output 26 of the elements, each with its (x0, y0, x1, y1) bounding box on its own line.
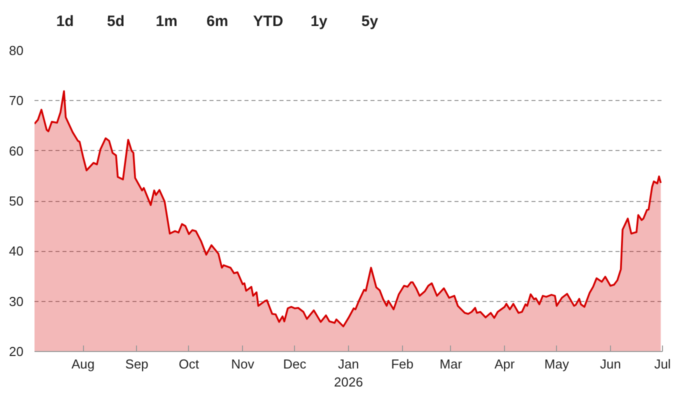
y-tick-label: 30 (9, 294, 24, 309)
x-tick-label: Apr (494, 356, 516, 372)
x-tick-label: Jul (654, 356, 671, 372)
text: 5y (361, 13, 379, 30)
y-tick-label: 50 (9, 194, 24, 208)
text: 6m (206, 13, 228, 30)
text: 1d (56, 13, 74, 30)
text: 5d (107, 13, 125, 30)
x-tick-label: Jan 2026 (334, 356, 363, 390)
y-tick-label: 40 (9, 244, 24, 259)
x-tick-label: May (544, 356, 570, 372)
x-tick-label: Jun (600, 356, 621, 372)
x-tick-label: Oct (178, 356, 200, 372)
y-tick-label: 70 (9, 93, 24, 108)
y-tick-label: 20 (9, 344, 24, 359)
text: YTD (253, 13, 284, 30)
text: 1m (156, 13, 178, 30)
x-tick-label: Sep (125, 356, 148, 372)
x-tick-label: Aug (72, 356, 95, 372)
x-tick-label: Mar (440, 356, 463, 372)
x-tick-label: Dec (283, 356, 307, 372)
y-tick-label: 80 (9, 43, 24, 58)
y-tick-label: 60 (9, 143, 24, 158)
x-tick-label: Nov (231, 356, 255, 372)
text: 1y (310, 13, 328, 30)
x-tick-label: Feb (391, 356, 414, 372)
